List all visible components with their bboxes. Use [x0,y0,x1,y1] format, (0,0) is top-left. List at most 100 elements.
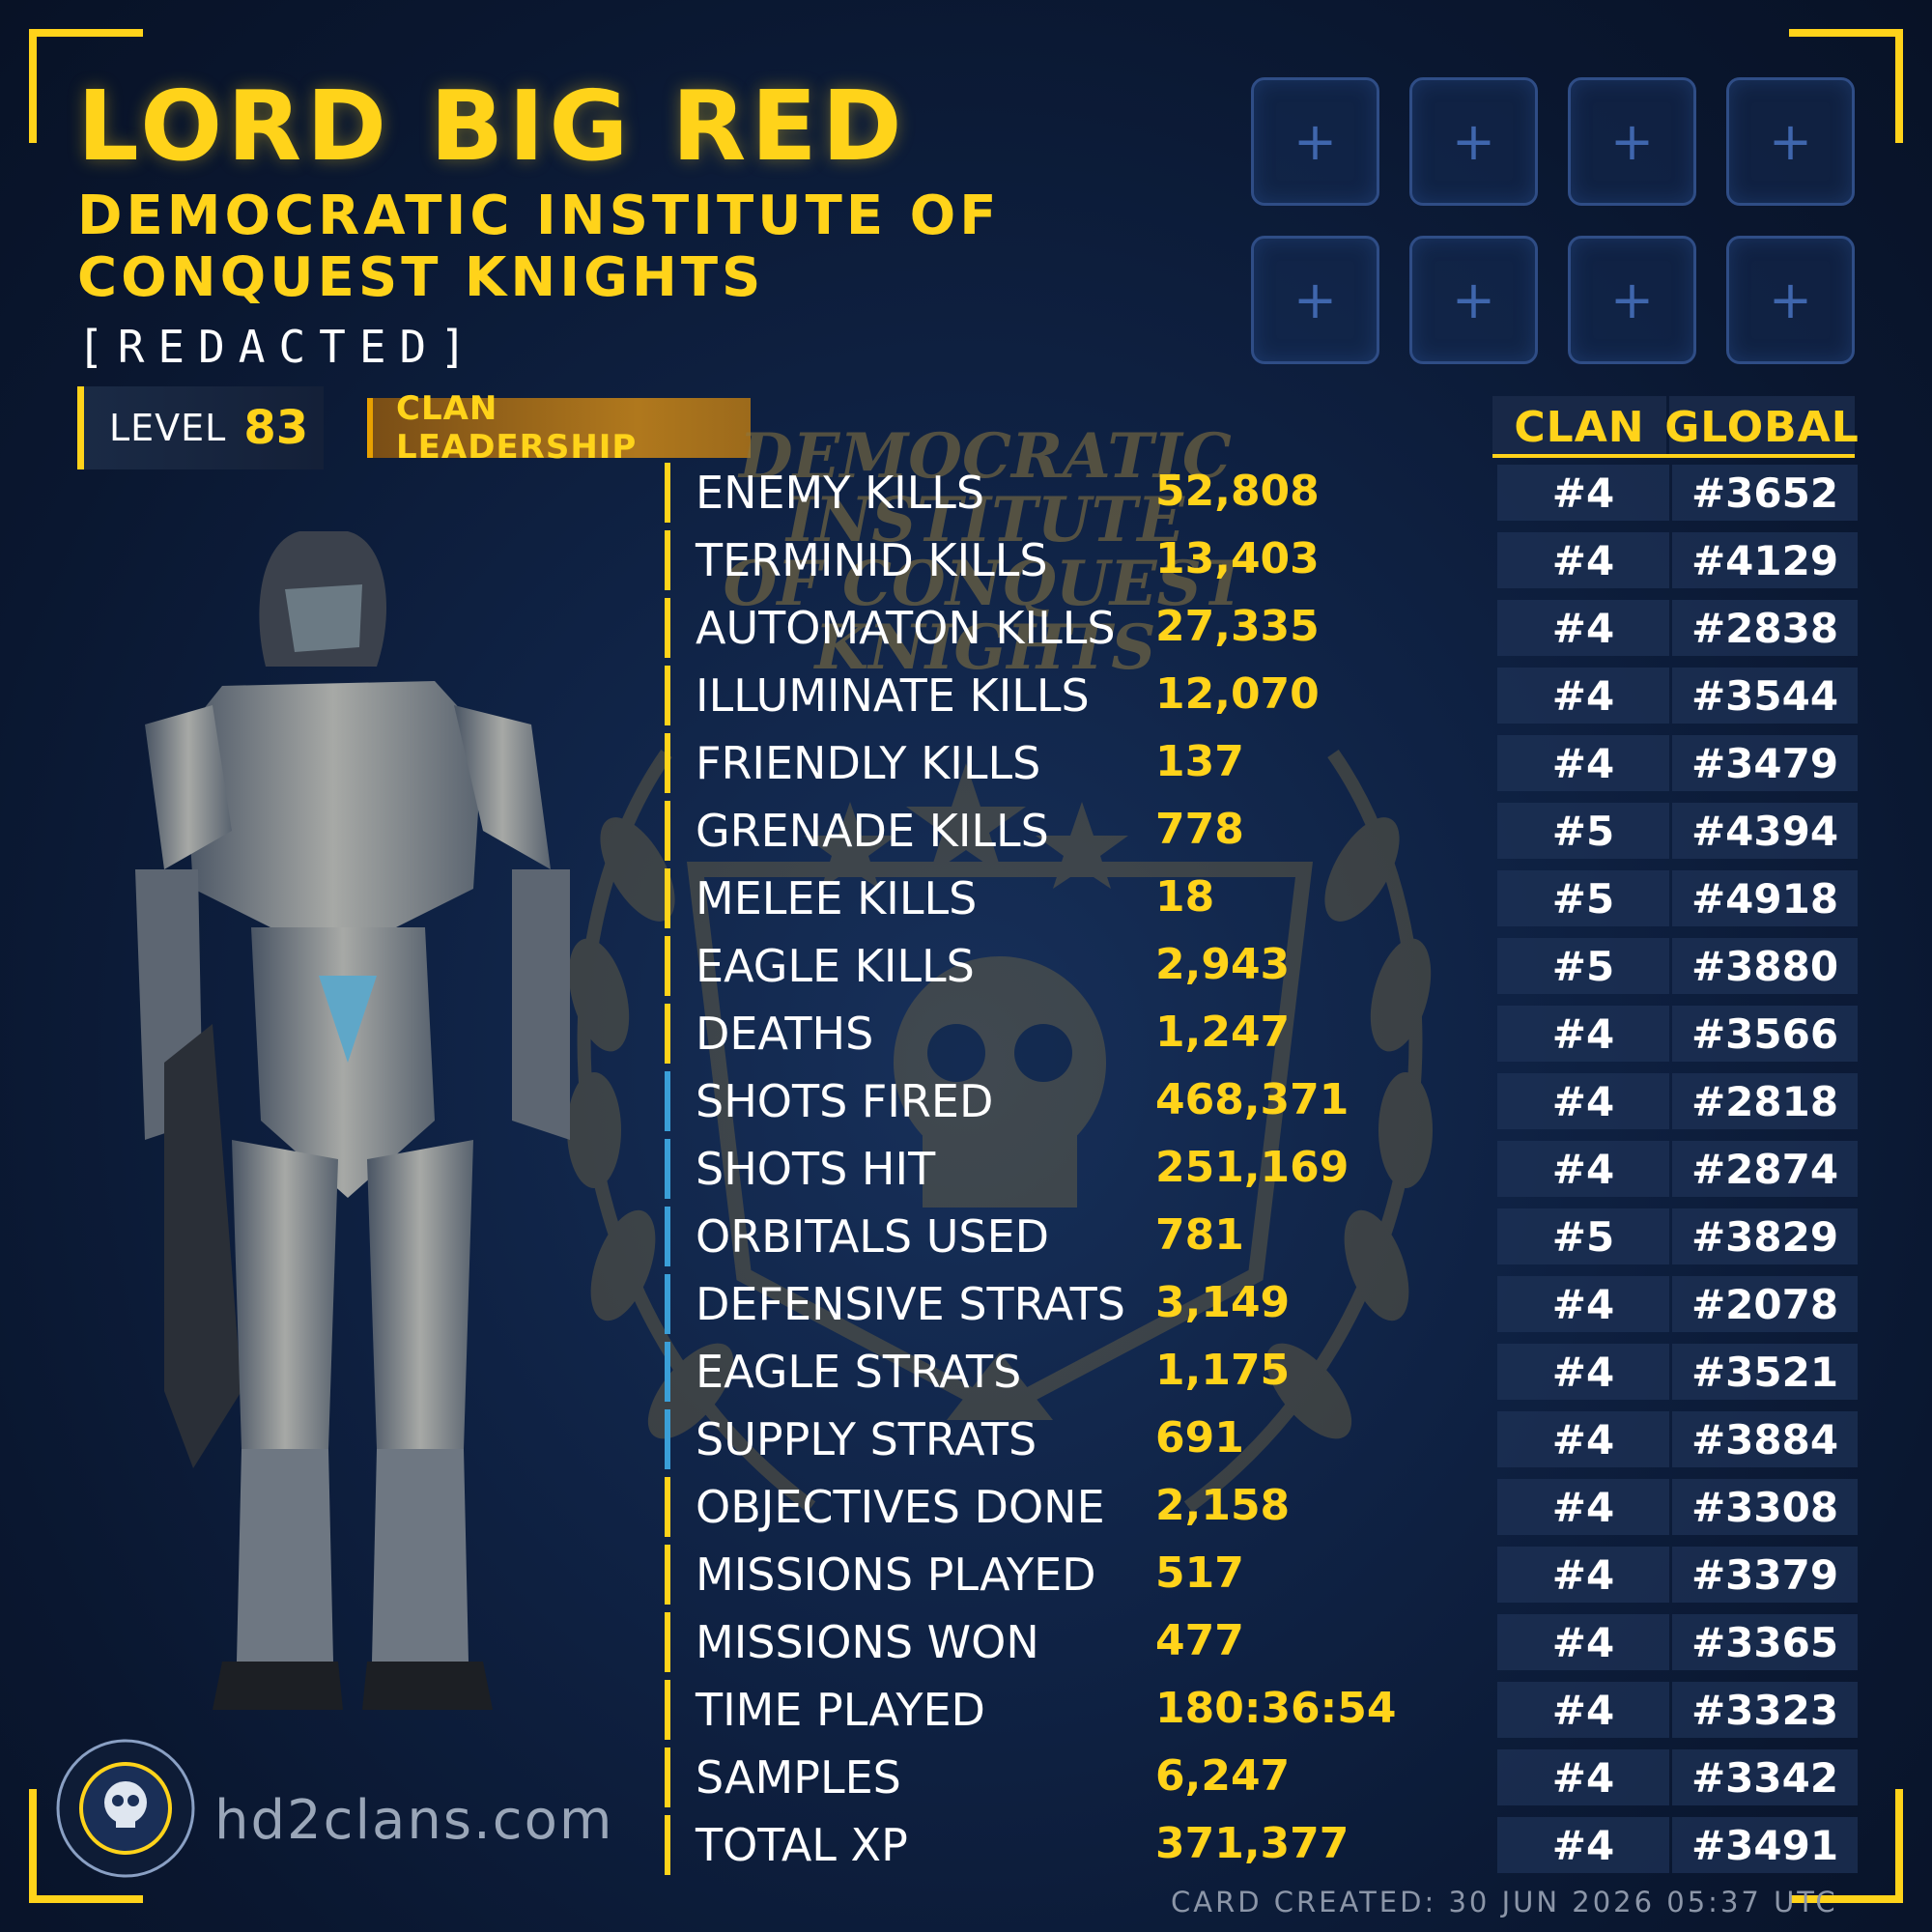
loadout-slots: + + + + + + + + [1251,77,1855,367]
stat-group-bar [665,1071,670,1131]
global-rank-cell: #4129 [1672,532,1858,588]
clan-rank-cell: #5 [1497,870,1669,926]
clan-rank-cell: #5 [1497,803,1669,859]
stat-label: ORBITALS USED [696,1210,1050,1263]
stat-row: ORBITALS USED 781 #5 #3829 [665,1203,1862,1270]
global-rank-cell: #3479 [1672,735,1858,791]
card-created-timestamp: CARD CREATED: 30 JUN 2026 05:37 UTC [1171,1886,1838,1918]
stat-row: SAMPLES 6,247 #4 #3342 [665,1744,1862,1811]
loadout-slot[interactable]: + [1726,77,1855,206]
clan-rank-cell: #4 [1497,1276,1669,1332]
stat-group-bar [665,1207,670,1266]
stat-group-bar [665,666,670,725]
frame-corner-bottom-right [1789,1789,1903,1903]
stat-row: EAGLE STRATS 1,175 #4 #3521 [665,1338,1862,1406]
stat-label: EAGLE KILLS [696,940,975,992]
stat-label: EAGLE STRATS [696,1346,1022,1398]
stat-group-bar [665,463,670,523]
stat-value: 3,149 [1155,1278,1291,1327]
loadout-slot[interactable]: + [1409,236,1538,364]
loadout-slot[interactable]: + [1568,77,1696,206]
global-rank-cell: #3379 [1672,1547,1858,1603]
stat-group-bar [665,1004,670,1064]
stat-row: AUTOMATON KILLS 27,335 #4 #2838 [665,594,1862,662]
stat-label: ILLUMINATE KILLS [696,669,1090,722]
stat-label: TIME PLAYED [696,1684,985,1736]
stat-group-bar [665,1815,670,1875]
global-rank-cell: #3342 [1672,1749,1858,1805]
freedom-alliance-logo [56,1739,195,1878]
stat-row: DEATHS 1,247 #4 #3566 [665,1000,1862,1067]
stat-label: DEFENSIVE STRATS [696,1278,1125,1330]
clan-rank-cell: #4 [1497,1749,1669,1805]
stat-value: 1,175 [1155,1346,1291,1395]
clan-rank-cell: #4 [1497,1682,1669,1738]
global-rank-cell: #3544 [1672,668,1858,724]
stat-label: SUPPLY STRATS [696,1413,1037,1465]
clan-rank-cell: #4 [1497,1073,1669,1129]
global-rank-cell: #3829 [1672,1208,1858,1264]
global-rank-cell: #3323 [1672,1682,1858,1738]
stat-row: SHOTS FIRED 468,371 #4 #2818 [665,1067,1862,1135]
stat-value: 12,070 [1155,669,1320,719]
stat-label: SHOTS FIRED [696,1075,994,1127]
stat-row: FRIENDLY KILLS 137 #4 #3479 [665,729,1862,797]
stat-value: 691 [1155,1413,1244,1463]
stat-row: ENEMY KILLS 52,808 #4 #3652 [665,459,1862,526]
stat-label: ENEMY KILLS [696,467,985,519]
global-rank-header: GLOBAL [1664,396,1859,458]
stat-group-bar [665,1747,670,1807]
stat-value: 2,158 [1155,1481,1291,1530]
stat-label: MELEE KILLS [696,872,978,924]
stat-value: 180:36:54 [1155,1684,1397,1733]
stat-group-bar [665,733,670,793]
global-rank-cell: #2818 [1672,1073,1858,1129]
stat-value: 778 [1155,805,1244,854]
stat-row: MELEE KILLS 18 #5 #4918 [665,865,1862,932]
website-link[interactable]: hd2clans.com [214,1789,614,1852]
stat-group-bar [665,598,670,658]
global-rank-cell: #3365 [1672,1614,1858,1670]
clan-rank-cell: #4 [1497,1344,1669,1400]
stat-value: 477 [1155,1616,1244,1665]
loadout-slot[interactable]: + [1568,236,1696,364]
clan-tag: [REDACTED] [77,321,480,373]
stat-value: 13,403 [1155,534,1320,583]
stat-row: SHOTS HIT 251,169 #4 #2874 [665,1135,1862,1203]
stat-row: MISSIONS PLAYED 517 #4 #3379 [665,1541,1862,1608]
stat-row: TOTAL XP 371,377 #4 #3491 [665,1811,1862,1879]
loadout-slot[interactable]: + [1726,236,1855,364]
clan-rank-cell: #4 [1497,465,1669,521]
global-rank-cell: #3491 [1672,1817,1858,1873]
stat-value: 2,943 [1155,940,1291,989]
stat-value: 468,371 [1155,1075,1350,1124]
stat-group-bar [665,936,670,996]
stat-group-bar [665,801,670,861]
loadout-slot[interactable]: + [1251,77,1379,206]
clan-rank-cell: #4 [1497,1479,1669,1535]
clan-name-watermark: DEMOCRATIC INSTITUTE OF CONQUEST KNIGHTS [580,425,1391,680]
stat-group-bar [665,1139,670,1199]
loadout-slot[interactable]: + [1409,77,1538,206]
stat-value: 27,335 [1155,602,1320,651]
stat-group-bar [665,868,670,928]
stat-group-bar [665,1274,670,1334]
stat-row: SUPPLY STRATS 691 #4 #3884 [665,1406,1862,1473]
stat-group-bar [665,1680,670,1740]
stat-label: SAMPLES [696,1751,901,1804]
global-rank-cell: #4918 [1672,870,1858,926]
frame-corner-bottom-left [29,1789,143,1903]
stat-value: 6,247 [1155,1751,1291,1801]
loadout-slot[interactable]: + [1251,236,1379,364]
stat-label: MISSIONS WON [696,1616,1039,1668]
clan-rank-cell: #4 [1497,600,1669,656]
stat-label: OBJECTIVES DONE [696,1481,1105,1533]
stat-row: TIME PLAYED 180:36:54 #4 #3323 [665,1676,1862,1744]
stat-label: MISSIONS PLAYED [696,1548,1096,1601]
clan-rank-cell: #4 [1497,1141,1669,1197]
level-value: 83 [243,401,309,455]
stat-value: 18 [1155,872,1215,922]
stat-label: FRIENDLY KILLS [696,737,1041,789]
stat-value: 1,247 [1155,1008,1291,1057]
stat-group-bar [665,1477,670,1537]
